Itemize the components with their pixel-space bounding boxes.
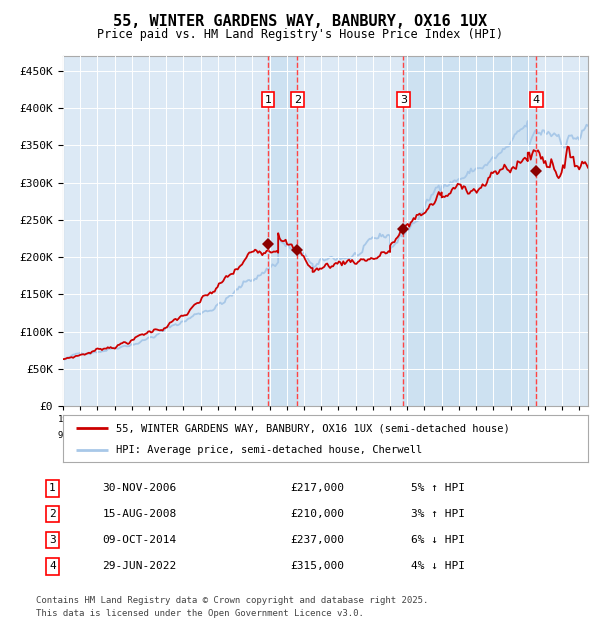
Text: 4: 4 [49, 561, 56, 572]
Text: 04: 04 [212, 432, 223, 440]
Text: 19: 19 [75, 415, 86, 424]
Text: 20: 20 [212, 415, 223, 424]
Text: 13: 13 [367, 432, 378, 440]
Text: 19: 19 [127, 415, 137, 424]
Text: 12: 12 [350, 432, 361, 440]
Text: 19: 19 [92, 415, 103, 424]
Text: 07: 07 [264, 432, 275, 440]
Text: Price paid vs. HM Land Registry's House Price Index (HPI): Price paid vs. HM Land Registry's House … [97, 28, 503, 41]
Text: 22: 22 [523, 432, 533, 440]
Text: 55, WINTER GARDENS WAY, BANBURY, OX16 1UX: 55, WINTER GARDENS WAY, BANBURY, OX16 1U… [113, 14, 487, 29]
Text: 05: 05 [230, 432, 241, 440]
Text: 6% ↓ HPI: 6% ↓ HPI [412, 535, 466, 545]
Text: 11: 11 [333, 432, 344, 440]
Text: Contains HM Land Registry data © Crown copyright and database right 2025.: Contains HM Land Registry data © Crown c… [36, 596, 428, 606]
Text: 20: 20 [367, 415, 378, 424]
Text: 20: 20 [385, 415, 395, 424]
Text: 2: 2 [294, 95, 301, 105]
Text: 20: 20 [333, 415, 344, 424]
Text: 15: 15 [402, 432, 413, 440]
Text: 20: 20 [299, 415, 310, 424]
Text: 20: 20 [436, 415, 447, 424]
Text: 4% ↓ HPI: 4% ↓ HPI [412, 561, 466, 572]
Text: 20: 20 [402, 415, 413, 424]
Text: 20: 20 [574, 415, 585, 424]
Bar [403, 56, 536, 406]
Text: 20: 20 [264, 415, 275, 424]
Text: 55, WINTER GARDENS WAY, BANBURY, OX16 1UX (semi-detached house): 55, WINTER GARDENS WAY, BANBURY, OX16 1U… [115, 423, 509, 433]
Text: 24: 24 [557, 432, 568, 440]
Text: 23: 23 [539, 432, 550, 440]
Text: 08: 08 [281, 432, 292, 440]
Text: £210,000: £210,000 [290, 508, 344, 519]
Text: 98: 98 [109, 432, 120, 440]
Text: 10: 10 [316, 432, 326, 440]
Text: 03: 03 [196, 432, 206, 440]
Bar [268, 56, 298, 406]
Text: 20: 20 [161, 415, 172, 424]
Text: 19: 19 [58, 415, 68, 424]
Text: 20: 20 [350, 415, 361, 424]
Text: 17: 17 [436, 432, 447, 440]
Text: 14: 14 [385, 432, 395, 440]
Text: 3% ↑ HPI: 3% ↑ HPI [412, 508, 466, 519]
Text: 20: 20 [471, 415, 481, 424]
Text: 2: 2 [49, 508, 56, 519]
Text: 30-NOV-2006: 30-NOV-2006 [102, 484, 176, 494]
Text: 20: 20 [316, 415, 326, 424]
Text: This data is licensed under the Open Government Licence v3.0.: This data is licensed under the Open Gov… [36, 609, 364, 618]
Text: 20: 20 [143, 415, 154, 424]
Text: 20: 20 [178, 415, 189, 424]
Text: 29-JUN-2022: 29-JUN-2022 [102, 561, 176, 572]
Text: 20: 20 [505, 415, 516, 424]
Text: 3: 3 [49, 535, 56, 545]
Text: 20: 20 [523, 415, 533, 424]
Text: 4: 4 [533, 95, 540, 105]
Text: 19: 19 [471, 432, 481, 440]
Text: £237,000: £237,000 [290, 535, 344, 545]
Text: 20: 20 [196, 415, 206, 424]
Text: 5% ↑ HPI: 5% ↑ HPI [412, 484, 466, 494]
Text: 06: 06 [247, 432, 258, 440]
Text: 95: 95 [58, 432, 68, 440]
Text: 16: 16 [419, 432, 430, 440]
Text: 15-AUG-2008: 15-AUG-2008 [102, 508, 176, 519]
Text: 1: 1 [49, 484, 56, 494]
Text: 00: 00 [143, 432, 154, 440]
Text: 20: 20 [454, 415, 464, 424]
Text: 99: 99 [127, 432, 137, 440]
Text: 20: 20 [281, 415, 292, 424]
Text: 20: 20 [230, 415, 241, 424]
Text: 19: 19 [109, 415, 120, 424]
Text: 18: 18 [454, 432, 464, 440]
Text: 1: 1 [265, 95, 272, 105]
Text: 21: 21 [505, 432, 516, 440]
Text: 25: 25 [574, 432, 585, 440]
Text: 09-OCT-2014: 09-OCT-2014 [102, 535, 176, 545]
Text: HPI: Average price, semi-detached house, Cherwell: HPI: Average price, semi-detached house,… [115, 445, 422, 455]
Text: 3: 3 [400, 95, 407, 105]
Text: 96: 96 [75, 432, 86, 440]
Text: £217,000: £217,000 [290, 484, 344, 494]
Text: 20: 20 [488, 415, 499, 424]
Text: 20: 20 [557, 415, 568, 424]
Text: 97: 97 [92, 432, 103, 440]
Text: 02: 02 [178, 432, 189, 440]
Text: 09: 09 [299, 432, 310, 440]
Text: 20: 20 [419, 415, 430, 424]
Text: £315,000: £315,000 [290, 561, 344, 572]
Text: 20: 20 [247, 415, 258, 424]
Text: 20: 20 [539, 415, 550, 424]
Text: 20: 20 [488, 432, 499, 440]
Text: 01: 01 [161, 432, 172, 440]
